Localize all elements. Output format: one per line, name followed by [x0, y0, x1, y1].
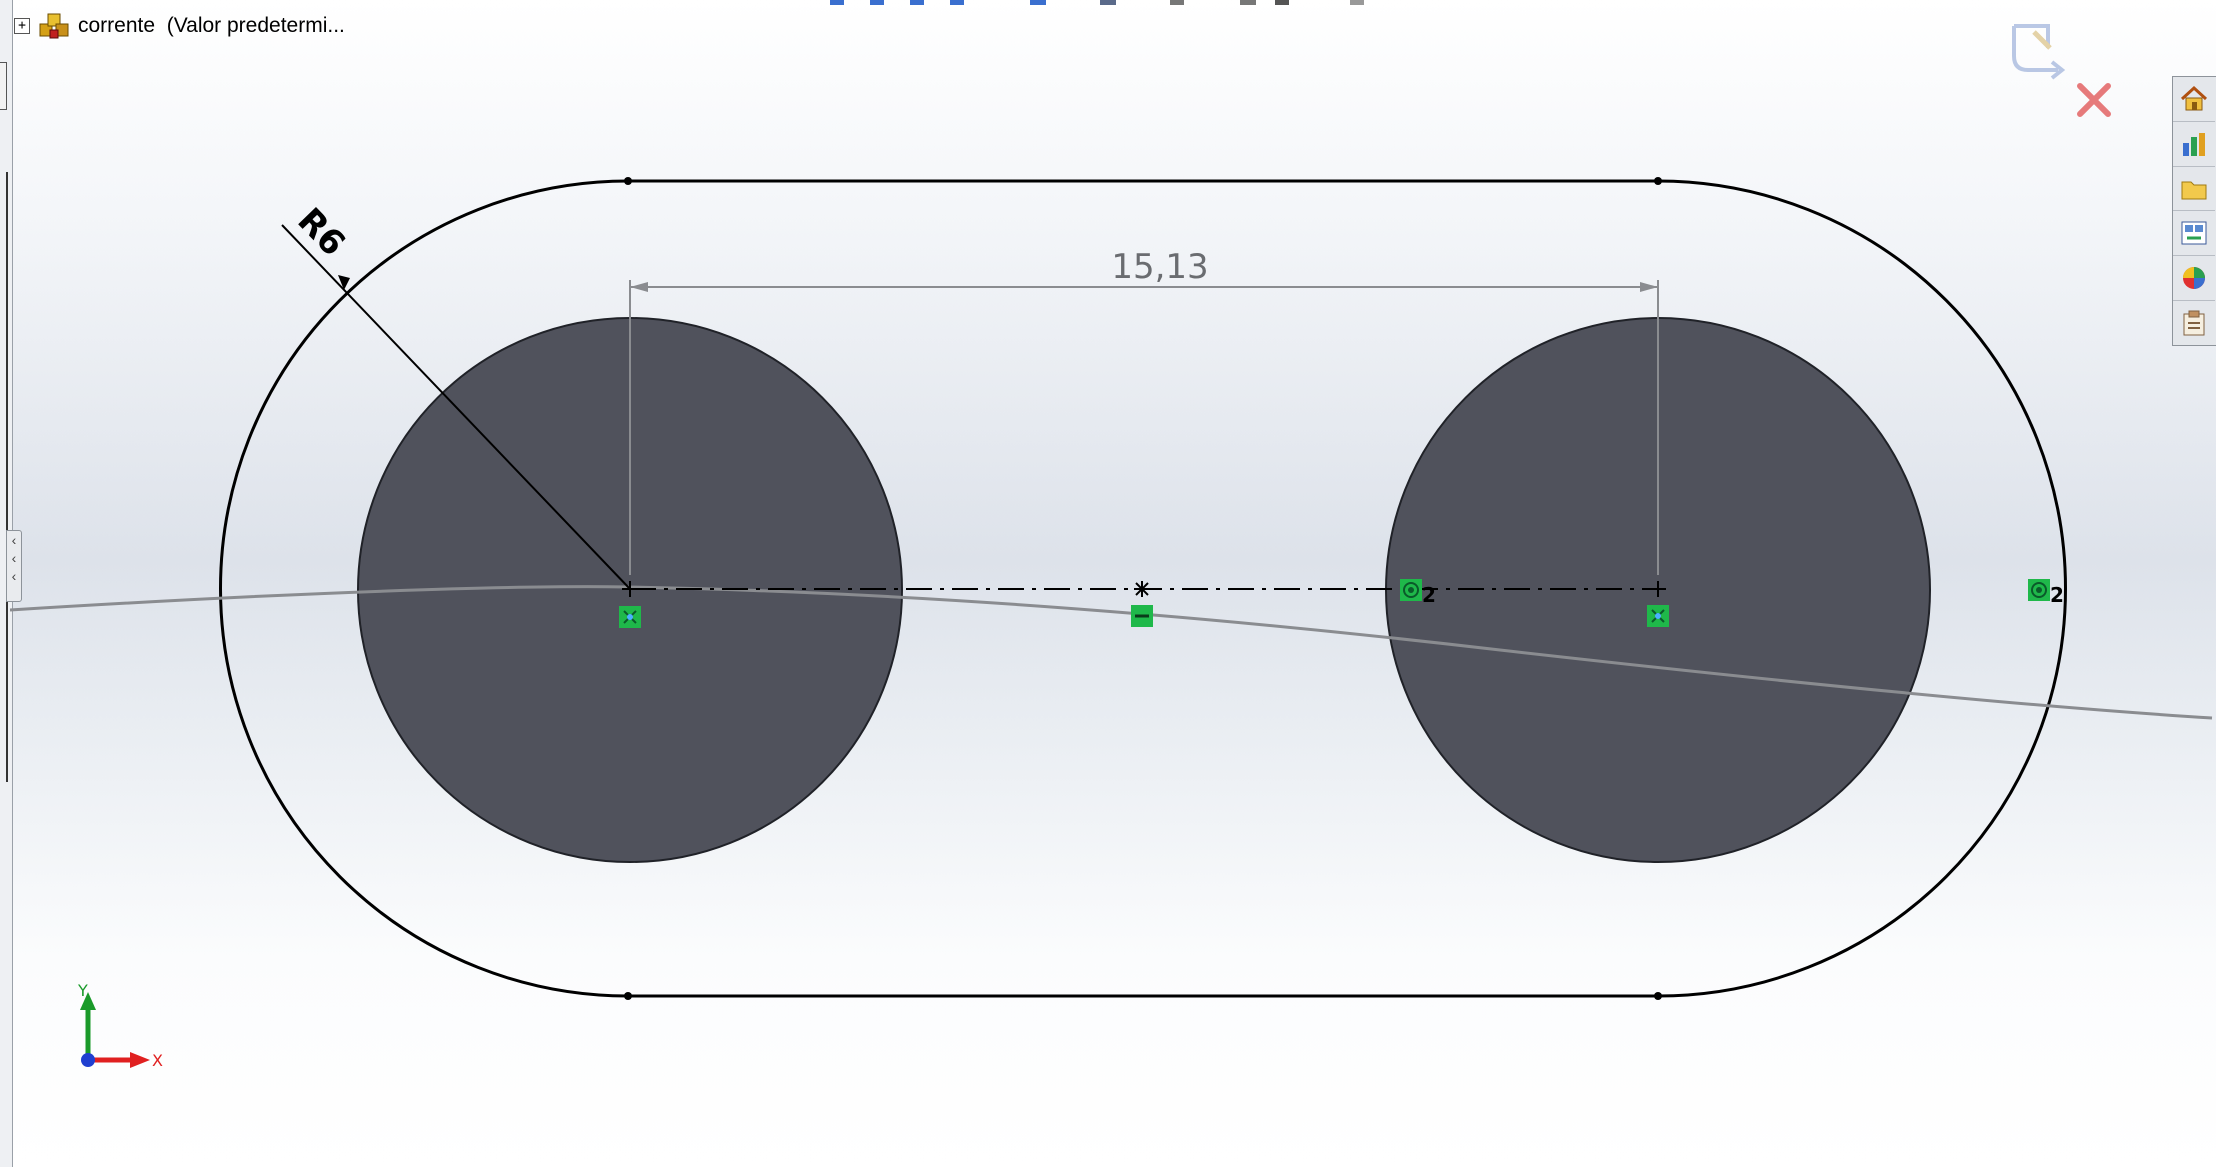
panel-divider — [0, 172, 8, 782]
cancel-icon[interactable] — [2077, 83, 2111, 117]
chevron-left-icon: ‹ — [11, 568, 17, 584]
endpoint[interactable] — [1654, 992, 1662, 1000]
midpoint-marker[interactable] — [1134, 581, 1150, 597]
dimension-radius-label[interactable]: R6 — [290, 200, 353, 264]
document-title[interactable]: corrente (Valor predetermi... — [78, 14, 345, 37]
endpoint[interactable] — [624, 177, 632, 185]
expand-tree-icon[interactable]: + — [14, 18, 30, 34]
y-axis-label: Y — [77, 982, 88, 1000]
part-icon[interactable] — [38, 10, 70, 42]
relation-count: 2 — [1422, 583, 1436, 607]
task-pane-tabs — [2172, 76, 2216, 346]
collapse-panel-handle[interactable]: ‹ ‹ ‹ — [6, 530, 22, 602]
path-curve[interactable] — [9, 585, 2213, 720]
reference-triad: Y X — [77, 982, 163, 1070]
appearance-icon — [2183, 267, 2205, 290]
folder-icon — [2181, 181, 2207, 200]
view-palette-icon — [2181, 221, 2207, 245]
center-point[interactable] — [1650, 581, 1666, 597]
radius-dimension[interactable] — [281, 224, 631, 590]
custom-properties-icon — [2183, 310, 2205, 336]
z-axis-icon — [81, 1053, 95, 1067]
equal-relation[interactable] — [2028, 579, 2050, 601]
coincident-relation[interactable] — [619, 606, 641, 628]
panel-tab[interactable] — [0, 62, 7, 110]
custom-properties-tab[interactable] — [2173, 301, 2215, 345]
endpoint[interactable] — [624, 992, 632, 1000]
coincident-relation[interactable] — [1647, 605, 1669, 627]
home-tab[interactable] — [2173, 77, 2215, 122]
linear-dimension[interactable] — [629, 280, 1659, 575]
chevron-left-icon: ‹ — [11, 532, 17, 548]
home-icon — [2180, 85, 2208, 111]
view-palette-tab[interactable] — [2173, 211, 2215, 257]
chevron-left-icon: ‹ — [11, 550, 17, 566]
feature-tree-header: + corrente (Valor predetermi... — [14, 8, 345, 44]
endpoint[interactable] — [1654, 177, 1662, 185]
horizontal-relation[interactable] — [1131, 605, 1153, 627]
x-axis-label: X — [152, 1051, 163, 1070]
confirmation-corner — [2012, 24, 2111, 117]
file-explorer-tab[interactable] — [2173, 167, 2215, 212]
equal-relation[interactable] — [1400, 579, 1422, 601]
appearances-tab[interactable] — [2173, 256, 2215, 302]
exit-sketch-icon[interactable] — [2012, 24, 2066, 80]
dimension-length-label[interactable]: 15,13 — [1111, 247, 1208, 287]
chart-icon — [2183, 132, 2205, 156]
relation-count: 2 — [2050, 583, 2064, 607]
design-library-tab[interactable] — [2173, 122, 2215, 167]
heads-up-toolbar[interactable] — [820, 0, 1380, 6]
